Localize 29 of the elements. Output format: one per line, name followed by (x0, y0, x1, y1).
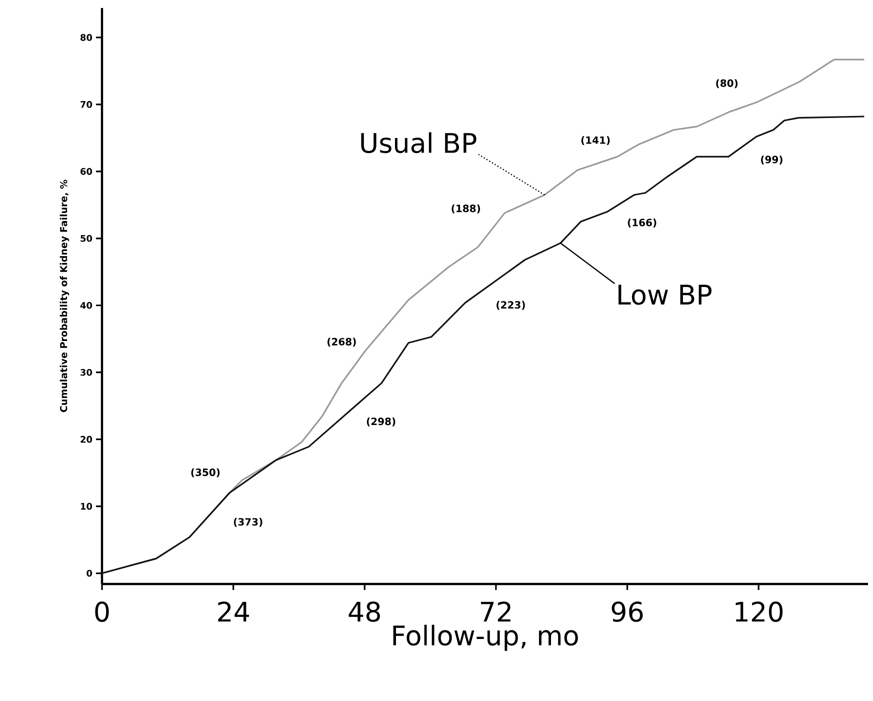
text: Low BP (618, 284, 712, 305)
x-tick-label: 96 (612, 602, 643, 622)
y-tick-label: 10 (80, 502, 92, 510)
y-tick-label: 70 (80, 101, 92, 108)
y-tick-label: 50 (80, 234, 92, 242)
x-tick-label: 0 (95, 602, 109, 622)
y-axis-title: Cumulative Probability of Kidney Failure, % (60, 180, 70, 412)
annotation: (373) (234, 518, 262, 527)
text: Usual BP (361, 132, 476, 154)
x-tick-label: 48 (348, 602, 380, 622)
y-tick-label: 40 (80, 302, 92, 309)
y-tick-label: 80 (80, 34, 92, 41)
y-tick-label: 30 (80, 368, 92, 376)
x-axis-title: Follow-up, mo (393, 624, 578, 651)
annotation: (298) (366, 417, 396, 426)
annotation: (166) (628, 218, 656, 228)
annotation: (80) (716, 79, 738, 88)
annotation: (141) (581, 136, 610, 146)
annotation: (268) (328, 338, 356, 347)
y-tick-label: 0 (86, 570, 92, 577)
x-tick-label: 72 (480, 602, 510, 622)
x-tick-label: 120 (736, 602, 783, 622)
annotation: (188) (452, 204, 480, 214)
x-tick-label: 24 (218, 602, 249, 622)
annotation: (350) (191, 468, 220, 478)
annotation: (99) (761, 156, 782, 164)
annotation: (223) (496, 300, 525, 310)
y-tick-label: 20 (80, 436, 92, 443)
y-tick-label: 60 (80, 168, 92, 175)
